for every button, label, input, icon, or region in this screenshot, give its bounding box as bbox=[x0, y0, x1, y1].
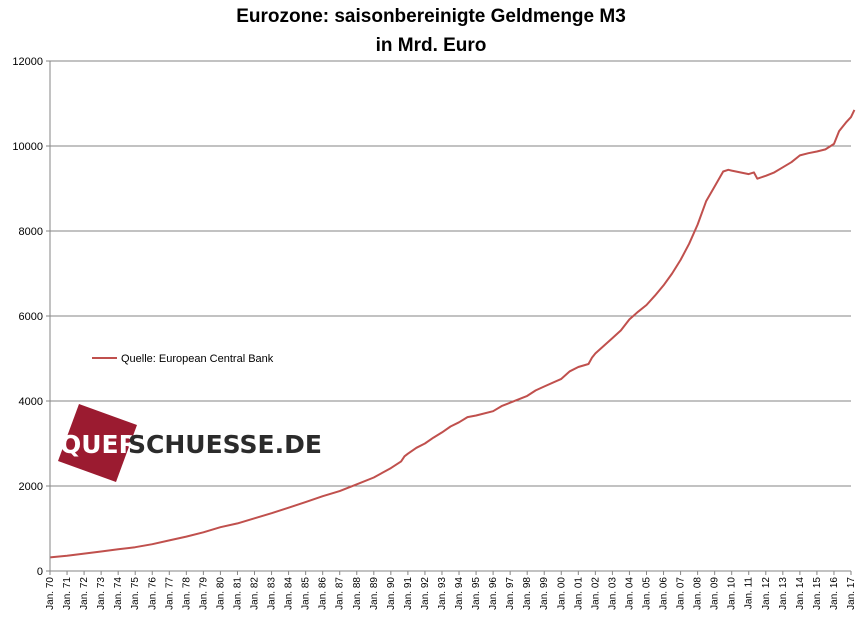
watermark-text-schuesse: SCHUESSE.DE bbox=[128, 430, 322, 459]
x-tick-label: Jan. 80 bbox=[215, 577, 226, 610]
x-tick-label: Jan. 98 bbox=[522, 577, 533, 610]
x-tick-label: Jan. 81 bbox=[232, 577, 243, 610]
legend-label: Quelle: European Central Bank bbox=[121, 353, 274, 365]
x-tick-label: Jan. 87 bbox=[335, 577, 346, 610]
x-tick-label: Jan. 05 bbox=[641, 577, 652, 610]
x-tick-label: Jan. 07 bbox=[676, 577, 687, 610]
grid-lines bbox=[50, 60, 851, 487]
x-tick-label: Jan. 03 bbox=[607, 577, 618, 610]
y-tick-label: 12000 bbox=[12, 56, 43, 68]
chart-title: Eurozone: saisonbereinigte Geldmenge M3 bbox=[236, 6, 626, 27]
x-tick-label: Jan. 96 bbox=[488, 577, 499, 610]
x-tick-label: Jan. 79 bbox=[198, 577, 209, 610]
series-line-m3 bbox=[49, 109, 856, 559]
y-tick-label: 2000 bbox=[19, 481, 43, 493]
x-tick-label: Jan. 01 bbox=[573, 577, 584, 610]
y-tick-label: 6000 bbox=[19, 311, 43, 323]
x-tick-label: Jan. 94 bbox=[454, 577, 465, 610]
x-tick-label: Jan. 12 bbox=[761, 577, 772, 610]
y-tick-label: 10000 bbox=[12, 141, 43, 153]
x-tick-label: Jan. 74 bbox=[113, 577, 124, 610]
watermark-text-quer: QUER bbox=[60, 430, 138, 459]
x-tick-label: Jan. 92 bbox=[420, 577, 431, 610]
x-tick-label: Jan. 99 bbox=[539, 577, 550, 610]
x-tick-label: Jan. 77 bbox=[164, 577, 175, 610]
x-tick-label: Jan. 13 bbox=[778, 577, 789, 610]
x-tick-label: Jan. 86 bbox=[318, 577, 329, 610]
y-tick-label: 4000 bbox=[19, 396, 43, 408]
x-tick-label: Jan. 75 bbox=[130, 577, 141, 610]
x-tick-label: Jan. 82 bbox=[250, 577, 261, 610]
y-axis-ticks: 0 2000 4000 6000 8000 10000 12000 bbox=[12, 56, 50, 578]
x-tick-label: Jan. 93 bbox=[437, 577, 448, 610]
x-tick-label: Jan. 84 bbox=[284, 577, 295, 610]
watermark-logo-shape bbox=[58, 404, 137, 482]
chart-subtitle: in Mrd. Euro bbox=[376, 35, 487, 56]
x-tick-label: Jan. 72 bbox=[79, 577, 90, 610]
legend: Quelle: European Central Bank bbox=[92, 353, 274, 365]
x-tick-label: Jan. 04 bbox=[624, 577, 635, 610]
x-tick-label: Jan. 91 bbox=[403, 577, 414, 610]
x-tick-label: Jan. 11 bbox=[744, 577, 755, 609]
x-tick-label: Jan. 85 bbox=[301, 577, 312, 610]
x-tick-label: Jan. 88 bbox=[352, 577, 363, 610]
x-tick-label: Jan. 10 bbox=[727, 577, 738, 610]
x-tick-label: Jan. 14 bbox=[795, 577, 806, 610]
watermark-logo: QUER SCHUESSE.DE bbox=[58, 404, 322, 482]
x-tick-label: Jan. 06 bbox=[659, 577, 670, 610]
x-tick-label: Jan. 97 bbox=[505, 577, 516, 610]
x-tick-label: Jan. 70 bbox=[45, 577, 56, 610]
x-tick-label: Jan. 90 bbox=[386, 577, 397, 610]
x-tick-label: Jan. 17 bbox=[846, 577, 857, 610]
y-tick-label: 8000 bbox=[19, 226, 43, 238]
x-tick-label: Jan. 78 bbox=[181, 577, 192, 610]
series-layer bbox=[49, 109, 856, 559]
x-tick-label: Jan. 73 bbox=[96, 577, 107, 610]
x-tick-label: Jan. 09 bbox=[710, 577, 721, 610]
x-tick-label: Jan. 83 bbox=[267, 577, 278, 610]
x-axis: Jan. 70 Jan. 71 Jan. 72 Jan. 73 Jan. 74 Jan. … bbox=[45, 571, 857, 610]
x-tick-label: Jan. 08 bbox=[693, 577, 704, 610]
x-tick-label: Jan. 71 bbox=[62, 577, 73, 610]
x-tick-label: Jan. 00 bbox=[556, 577, 567, 610]
x-tick-label: Jan. 95 bbox=[471, 577, 482, 610]
x-tick-label: Jan. 15 bbox=[812, 577, 823, 610]
y-tick-label: 0 bbox=[37, 566, 43, 578]
x-tick-label: Jan. 76 bbox=[147, 577, 158, 610]
x-tick-label: Jan. 02 bbox=[590, 577, 601, 610]
x-tick-label: Jan. 16 bbox=[829, 577, 840, 610]
x-tick-label: Jan. 89 bbox=[369, 577, 380, 610]
